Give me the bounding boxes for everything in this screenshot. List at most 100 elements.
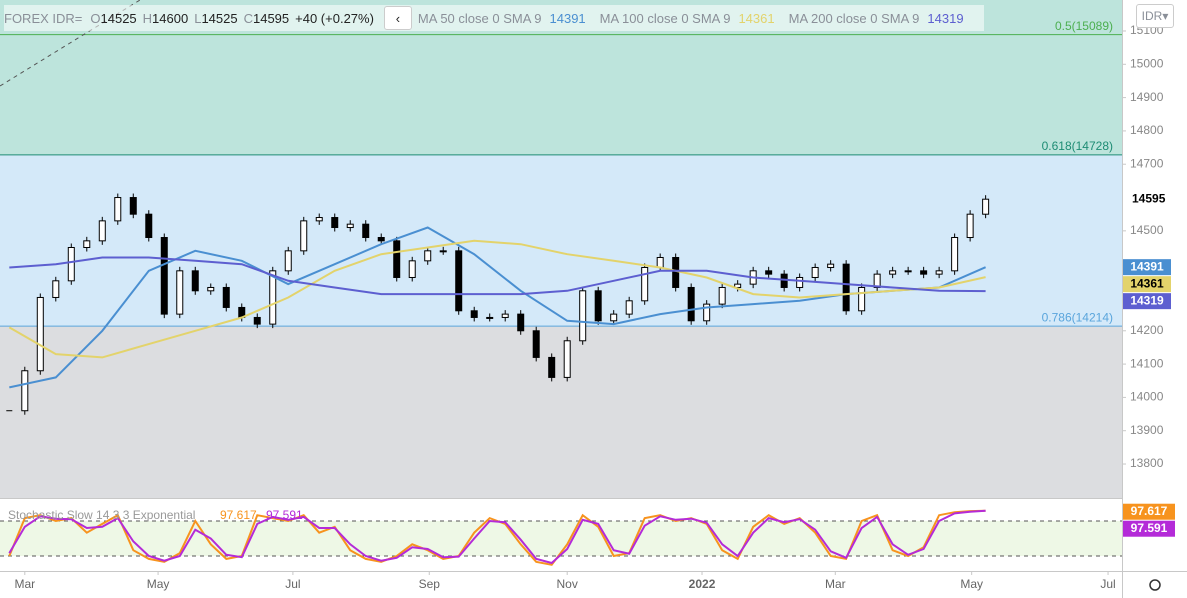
candle [145, 213, 153, 239]
candle [315, 217, 323, 222]
y-tick-label: 14800 [1130, 123, 1164, 137]
candle [253, 316, 261, 325]
x-tick-label: Mar [14, 577, 35, 591]
candle [408, 260, 416, 278]
ma-name: MA 100 close 0 SMA 9 [599, 10, 731, 26]
y-tick-label: 14900 [1130, 90, 1164, 104]
candle [982, 198, 990, 215]
candle [873, 273, 881, 288]
indicator-badge [1123, 503, 1175, 520]
candle [269, 270, 277, 325]
candle [222, 286, 230, 308]
currency-button[interactable]: IDR ▾ [1136, 4, 1174, 28]
candle [641, 266, 649, 302]
y-tick-label: 15000 [1130, 56, 1164, 70]
indicator-badge-label: 97.591 [1131, 521, 1168, 535]
fib-label: 0.618(14728) [1042, 139, 1113, 153]
y-tick-label: 14100 [1130, 356, 1164, 370]
candle [765, 270, 773, 275]
candle [842, 263, 850, 312]
candle [284, 250, 292, 272]
change: +40 (+0.27%) [295, 10, 374, 26]
band [0, 520, 1122, 557]
candle [563, 340, 571, 378]
x-tick-label: May [147, 577, 170, 591]
candle [176, 270, 184, 315]
x-tick-label: Nov [557, 577, 578, 591]
y-tick-label: 13800 [1130, 456, 1164, 470]
candle [935, 270, 943, 275]
y-tick-label: 14200 [1130, 323, 1164, 337]
moving-average [9, 226, 987, 389]
candle [920, 270, 928, 275]
ohlc-key: O [90, 10, 101, 26]
x-tick-label: Jul [285, 577, 300, 591]
fib-label: 0.786(14214) [1042, 310, 1113, 324]
indicator-value: 97.591 [266, 508, 303, 522]
price-badge-label: 14319 [1130, 293, 1164, 307]
settings-icon [1149, 579, 1161, 591]
candle [625, 300, 633, 315]
candle [207, 286, 215, 292]
fib-zone [0, 326, 1122, 498]
ma-name: MA 200 close 0 SMA 9 [788, 10, 920, 26]
candle [579, 290, 587, 342]
candle [424, 250, 432, 262]
x-tick-label: Mar [825, 577, 846, 591]
stochastic-line [8, 509, 986, 565]
candle [796, 276, 804, 288]
candle [83, 240, 91, 249]
candle [455, 250, 463, 312]
candle [703, 303, 711, 322]
candle [718, 286, 726, 305]
time-axis [0, 571, 1122, 598]
price-badge [1123, 259, 1171, 276]
price-badge-label: 14361 [1130, 276, 1164, 290]
candle [331, 217, 339, 229]
candle [966, 213, 974, 239]
candle [21, 370, 29, 412]
candle [439, 250, 447, 253]
candle [300, 220, 308, 252]
collapse-button[interactable]: ‹ [383, 6, 412, 30]
candle [393, 240, 401, 278]
ma-legend: MA 50 close 0 SMA 9 14391 MA 100 close 0 S… [418, 11, 978, 26]
ohlc-value: 14525 [201, 10, 238, 26]
candle [114, 197, 122, 222]
moving-average [8, 239, 986, 359]
candle [858, 286, 866, 312]
indicator-badge [1123, 520, 1175, 537]
currency: IDR [1141, 9, 1163, 23]
ma-value: 14391 [549, 10, 586, 26]
x-tick-label: Sep [419, 577, 441, 591]
candle [67, 247, 75, 282]
y-tick-label: 14000 [1130, 390, 1164, 404]
ohlc-value: 14525 [100, 10, 137, 26]
price-badge [1123, 276, 1171, 293]
y-tick-label: 14500 [1130, 223, 1164, 237]
candle [98, 220, 106, 242]
last-price: 14595 [1132, 191, 1166, 205]
candle [548, 356, 556, 378]
fib-zone [0, 154, 1122, 327]
ohlc-value: 14600 [152, 10, 189, 26]
candle [532, 330, 540, 358]
candle [470, 310, 478, 318]
price-badge-label: 14391 [1130, 259, 1164, 273]
price-badge [1123, 293, 1171, 310]
candle [36, 296, 44, 372]
candle [672, 256, 680, 288]
indicator-value: 97.617 [220, 508, 257, 522]
ma-name: MA 50 close 0 SMA 9 [417, 10, 542, 26]
candle [517, 313, 525, 332]
ohlc-key: H [142, 10, 153, 26]
candle [501, 313, 509, 318]
y-tick-label: 13900 [1130, 423, 1164, 437]
candle [191, 270, 199, 292]
candle [687, 286, 695, 322]
candle [904, 270, 912, 273]
y-tick-label: 14700 [1130, 156, 1164, 170]
candle [52, 280, 60, 298]
fib-label: 0.5(15089) [1055, 19, 1113, 33]
